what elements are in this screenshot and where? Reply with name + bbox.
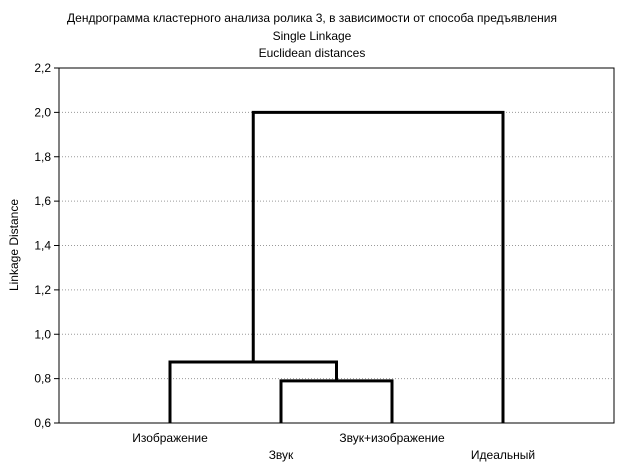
y-tick-label: 1,2: [34, 283, 51, 297]
dendrogram-links: [168, 110, 505, 423]
y-tick-label: 0,8: [34, 372, 51, 386]
dendrogram-merge-3: [251, 110, 505, 423]
gridlines: [59, 111, 614, 380]
leaf-label: Звук: [269, 448, 294, 462]
leaf-label: Идеальный: [471, 448, 535, 462]
y-tick-label: 2,2: [34, 61, 51, 75]
dendrogram-merge-1: [279, 379, 394, 423]
y-axis-label: Linkage Distance: [7, 199, 21, 291]
leaf-label: Изображение: [132, 431, 208, 445]
y-tick-label: 1,6: [34, 194, 51, 208]
leaf-label: Звук+изображение: [339, 431, 445, 445]
chart-title: Дендрограмма кластерного анализа ролика …: [67, 11, 557, 25]
chart-subtitle-method: Single Linkage: [273, 29, 352, 43]
y-tick-label: 1,8: [34, 150, 51, 164]
y-tick-label: 1,0: [34, 327, 51, 341]
dendrogram-merge-2: [168, 360, 338, 423]
y-tick-label: 1,4: [34, 239, 51, 253]
x-axis-leaf-labels: Изображение Звук Звук+изображение Идеальный: [132, 431, 535, 462]
y-axis-ticks: 0,6 0,8 1,0 1,2 1,4 1,6 1,8 2,0 2,2: [34, 61, 59, 430]
y-tick-label: 0,6: [34, 416, 51, 430]
y-tick-label: 2,0: [34, 105, 51, 119]
chart-subtitle-metric: Euclidean distances: [259, 46, 366, 60]
